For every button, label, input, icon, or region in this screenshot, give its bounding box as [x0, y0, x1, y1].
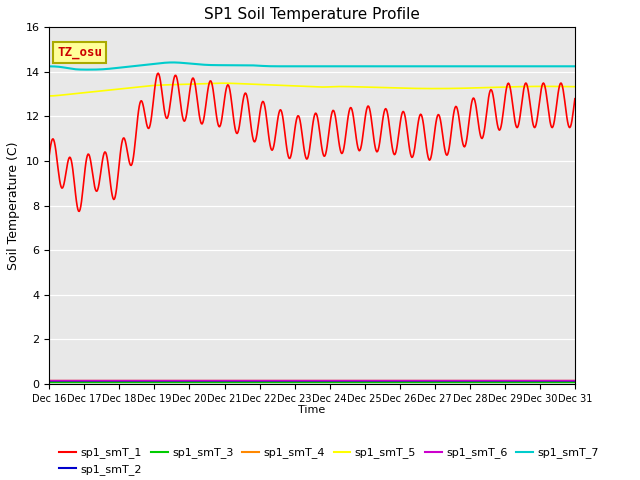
- sp1_smT_4: [45, 377, 53, 383]
- sp1_smT_1: [192, 84, 200, 90]
- sp1_smT_5: [376, 84, 384, 90]
- sp1_smT_2: [109, 378, 116, 384]
- Y-axis label: Soil Temperature (C): Soil Temperature (C): [7, 142, 20, 270]
- sp1_smT_2: [376, 378, 383, 384]
- sp1_smT_3: [109, 379, 116, 385]
- sp1_smT_2: [55, 378, 63, 384]
- sp1_smT_1: [154, 71, 162, 76]
- sp1_smT_5: [220, 80, 227, 86]
- sp1_smT_2: [163, 378, 170, 384]
- Text: TZ_osu: TZ_osu: [57, 46, 102, 59]
- sp1_smT_6: [376, 377, 383, 383]
- sp1_smT_3: [55, 379, 63, 385]
- sp1_smT_7: [163, 60, 171, 65]
- sp1_smT_3: [376, 379, 383, 385]
- sp1_smT_7: [378, 63, 385, 69]
- sp1_smT_3: [571, 379, 579, 385]
- sp1_smT_7: [110, 65, 118, 71]
- sp1_smT_6: [163, 377, 170, 383]
- sp1_smT_4: [163, 377, 170, 383]
- sp1_smT_7: [192, 61, 200, 67]
- sp1_smT_5: [571, 84, 579, 90]
- sp1_smT_2: [391, 378, 399, 384]
- sp1_smT_5: [45, 93, 53, 99]
- sp1_smT_4: [391, 377, 399, 383]
- sp1_smT_4: [376, 377, 383, 383]
- sp1_smT_7: [393, 63, 401, 69]
- sp1_smT_5: [392, 85, 399, 91]
- Title: SP1 Soil Temperature Profile: SP1 Soil Temperature Profile: [204, 7, 420, 22]
- sp1_smT_1: [45, 152, 53, 157]
- sp1_smT_1: [76, 208, 83, 214]
- sp1_smT_1: [110, 197, 118, 203]
- sp1_smT_5: [109, 87, 116, 93]
- Line: sp1_smT_7: sp1_smT_7: [49, 62, 575, 70]
- sp1_smT_1: [393, 146, 401, 152]
- sp1_smT_7: [45, 63, 53, 69]
- sp1_smT_4: [190, 377, 198, 383]
- sp1_smT_2: [45, 378, 53, 384]
- sp1_smT_1: [571, 96, 579, 102]
- sp1_smT_6: [190, 377, 198, 383]
- sp1_smT_4: [571, 377, 579, 383]
- sp1_smT_3: [190, 379, 198, 385]
- sp1_smT_1: [55, 172, 63, 178]
- sp1_smT_2: [571, 378, 579, 384]
- sp1_smT_7: [571, 63, 579, 69]
- sp1_smT_5: [55, 93, 63, 98]
- sp1_smT_7: [169, 60, 177, 65]
- X-axis label: Time: Time: [298, 405, 326, 415]
- sp1_smT_5: [163, 82, 170, 88]
- sp1_smT_6: [571, 377, 579, 383]
- sp1_smT_1: [164, 114, 172, 120]
- sp1_smT_6: [55, 377, 63, 383]
- Line: sp1_smT_1: sp1_smT_1: [49, 73, 575, 211]
- sp1_smT_5: [190, 81, 198, 87]
- Legend: sp1_smT_1, sp1_smT_2, sp1_smT_3, sp1_smT_4, sp1_smT_5, sp1_smT_6, sp1_smT_7: sp1_smT_1, sp1_smT_2, sp1_smT_3, sp1_smT…: [55, 443, 604, 480]
- sp1_smT_7: [55, 64, 63, 70]
- sp1_smT_3: [163, 379, 170, 385]
- sp1_smT_6: [391, 377, 399, 383]
- sp1_smT_1: [378, 129, 385, 134]
- sp1_smT_4: [55, 377, 63, 383]
- sp1_smT_7: [83, 67, 91, 72]
- sp1_smT_6: [45, 377, 53, 383]
- Line: sp1_smT_5: sp1_smT_5: [49, 83, 575, 96]
- sp1_smT_4: [109, 377, 116, 383]
- sp1_smT_6: [109, 377, 116, 383]
- sp1_smT_3: [45, 379, 53, 385]
- sp1_smT_3: [391, 379, 399, 385]
- sp1_smT_2: [190, 378, 198, 384]
